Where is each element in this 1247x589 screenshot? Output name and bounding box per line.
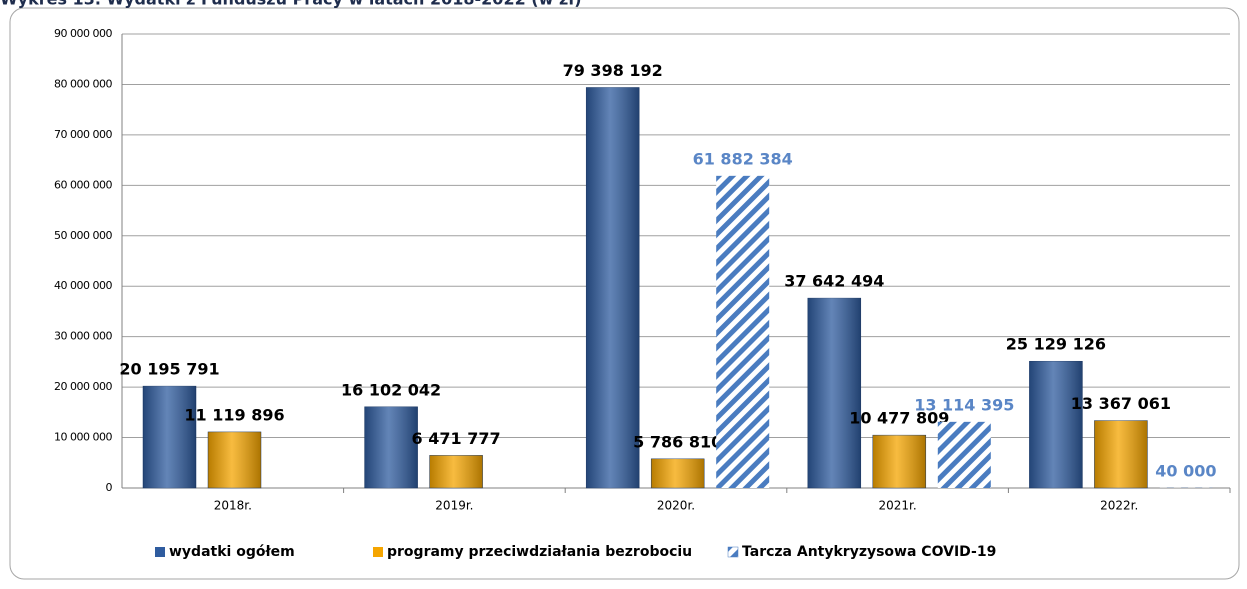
bar-shade	[365, 407, 418, 488]
bar-shade	[1094, 421, 1147, 488]
bar-shade	[430, 455, 483, 488]
bar-shade	[873, 435, 926, 488]
y-tick-label: 40 000 000	[54, 279, 112, 292]
bar	[938, 422, 991, 488]
bar	[716, 176, 769, 488]
x-tick-label: 2021r.	[879, 499, 917, 513]
bar-shade	[143, 386, 196, 488]
y-tick-label: 90 000 000	[54, 27, 112, 40]
value-label: 13 367 061	[1071, 394, 1171, 413]
value-label: 16 102 042	[341, 380, 441, 399]
x-tick-label: 2020r.	[657, 499, 695, 513]
y-tick-label: 0	[106, 481, 113, 494]
y-tick-label: 30 000 000	[54, 330, 112, 343]
value-label: 20 195 791	[119, 360, 219, 379]
legend-swatch	[373, 547, 383, 557]
y-tick-label: 70 000 000	[54, 128, 112, 141]
bar-shade	[1029, 361, 1082, 488]
value-label: 11 119 896	[184, 405, 284, 424]
value-label: 37 642 494	[784, 272, 884, 291]
value-label: 5 786 810	[633, 432, 722, 451]
value-label: 40 000	[1155, 461, 1216, 480]
legend-label: Tarcza Antykryzysowa COVID-19	[742, 544, 996, 560]
value-label: 13 114 395	[914, 395, 1014, 414]
legend-label: wydatki ogółem	[169, 544, 295, 560]
value-label: 79 398 192	[563, 61, 663, 80]
x-tick-label: 2019r.	[435, 499, 473, 513]
legend-swatch	[728, 547, 738, 557]
y-tick-label: 80 000 000	[54, 77, 112, 90]
legend-swatch	[155, 547, 165, 557]
bar-shade	[808, 298, 861, 488]
bar-shade	[586, 87, 639, 488]
y-tick-label: 10 000 000	[54, 431, 112, 444]
y-tick-label: 50 000 000	[54, 229, 112, 242]
chart-title: Wykres 13. Wydatki z Funduszu Pracy w la…	[0, 0, 582, 9]
bar-shade	[208, 432, 261, 488]
x-tick-label: 2022r.	[1100, 499, 1138, 513]
x-tick-label: 2018r.	[214, 499, 252, 513]
value-label: 61 882 384	[693, 149, 793, 168]
bar-shade	[651, 459, 704, 488]
y-tick-label: 20 000 000	[54, 380, 112, 393]
legend-label: programy przeciwdziałania bezrobociu	[387, 544, 692, 560]
value-label: 25 129 126	[1006, 335, 1106, 354]
y-tick-label: 60 000 000	[54, 178, 112, 191]
value-label: 6 471 777	[412, 429, 501, 448]
